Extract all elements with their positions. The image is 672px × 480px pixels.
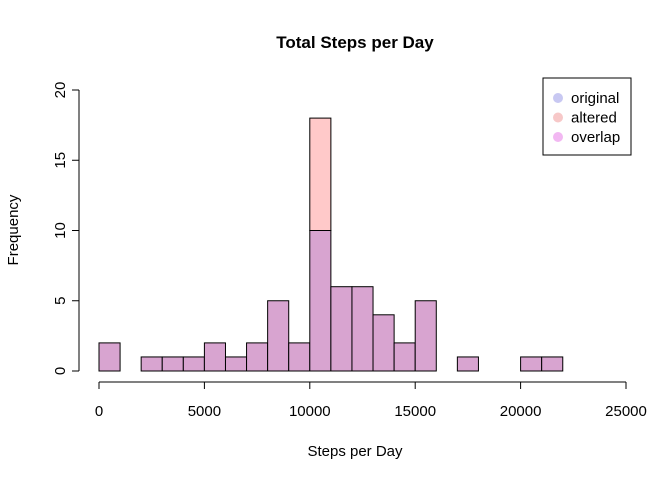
y-axis: 0 5 10 15 20 [52,82,80,375]
y-tick-label: 5 [52,297,69,305]
x-tick-label: 5000 [188,403,221,420]
overlap-bar [203,342,226,372]
overlap-bar [288,342,311,372]
overlap-bar [309,230,332,372]
y-tick-label: 10 [52,222,69,239]
y-tick-label: 0 [52,367,69,375]
overlap-bar [541,356,564,372]
overlap-bar [393,342,416,372]
y-tick-label: 20 [52,82,69,99]
altered-bar-excess [309,117,332,231]
x-tick-label: 20000 [500,403,542,420]
legend-swatch [553,93,563,103]
overlap-bar [224,356,248,372]
overlap-bar [520,356,543,372]
chart-title: Total Steps per Day [276,33,434,52]
x-tick-label: 0 [95,403,103,420]
x-tick-label: 15000 [394,403,436,420]
legend-label: original [571,90,619,107]
overlap-bar [161,356,184,372]
x-tick-label: 10000 [289,403,331,420]
legend-label: overlap [571,129,620,146]
x-axis: 0 5000 10000 15000 20000 25000 [95,381,647,420]
overlap-bar [140,356,163,372]
overlap-bar [372,314,395,372]
y-tick-label: 15 [52,152,69,169]
legend-swatch [553,132,563,142]
legend-swatch [553,112,563,123]
overlap-bar [267,300,290,372]
overlap-bar [246,342,269,372]
x-axis-label: Steps per Day [307,443,403,460]
overlap-bar [414,300,437,372]
overlap-bar [98,342,121,372]
y-axis-label: Frequency [5,194,22,265]
overlap-bar [456,356,479,372]
overlap-bar [182,356,205,372]
overlap-bar [351,286,374,372]
overlap-bar [330,286,353,372]
legend-label: altered [571,110,617,127]
x-tick-label: 25000 [605,403,647,420]
legend: original altered overlap [542,77,632,156]
histogram-bars [98,117,564,372]
